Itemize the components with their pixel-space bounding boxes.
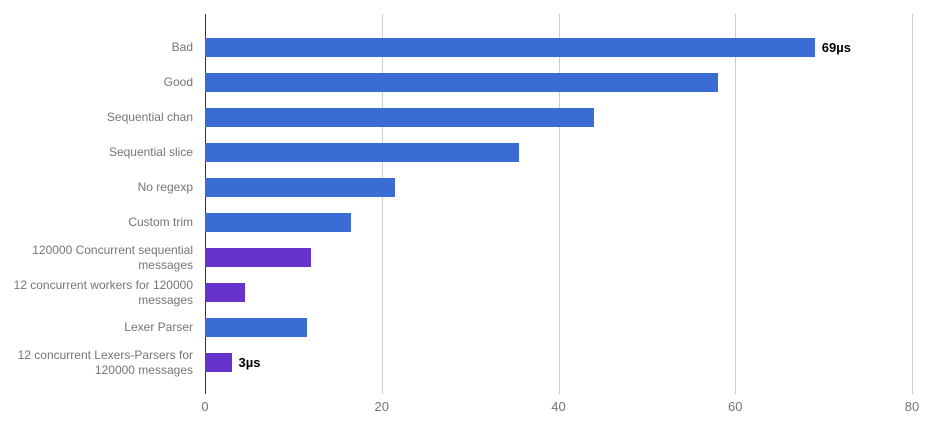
bar-sequential-slice [205, 143, 519, 162]
bar-row-lexer-parser [205, 310, 912, 345]
bar-lexer-parser [205, 318, 307, 337]
x-axis: 0 20 40 60 80 [201, 394, 919, 416]
gridline [912, 14, 913, 394]
gridline [381, 14, 383, 394]
bar-row-120000-concurrent-sequential-messages [205, 240, 912, 275]
value-annotation-bad: 69µs [821, 40, 851, 55]
bar-row-good [205, 65, 912, 100]
bar-120000-concurrent-sequential-messages [205, 248, 312, 267]
category-label-120000-concurrent-sequential-messages: 120000 Concurrent sequential messages [32, 242, 193, 272]
gridline [735, 14, 737, 394]
axis-baseline [205, 14, 206, 394]
bar-row-bad: 69µs [205, 30, 912, 65]
category-label-good: Good [163, 75, 193, 89]
category-label-sequential-slice: Sequential slice [108, 145, 193, 159]
bar-row-12-concurrent-lexers-parsers-for-120000-messages: 3µs [205, 345, 912, 380]
x-tick-label: 0 [201, 399, 209, 414]
bar-row-sequential-slice [205, 135, 912, 170]
bar-12-concurrent-lexers-parsers-for-120000-messages [205, 353, 232, 372]
category-label-12-concurrent-workers-for-120000-messages: 12 concurrent workers for 120000 message… [13, 277, 193, 307]
bar-sequential-chan [205, 108, 594, 127]
x-tick-label: 80 [904, 399, 920, 414]
category-label-bad: Bad [171, 40, 193, 54]
category-label-custom-trim: Custom trim [128, 215, 193, 229]
category-label-lexer-parser: Lexer Parser [124, 320, 193, 334]
bar-bad [205, 38, 815, 57]
value-annotation-12-concurrent-lexers-parsers-for-120000-messages: 3µs [238, 355, 261, 370]
category-labels: Bad Good Sequential chan Sequential slice No… [0, 14, 205, 394]
category-label-no-regexp: No regexp [137, 180, 193, 194]
bar-row-no-regexp [205, 170, 912, 205]
bar-custom-trim [205, 213, 351, 232]
bar-12-concurrent-workers-for-120000-messages [205, 283, 245, 302]
bar-row-custom-trim [205, 205, 912, 240]
x-tick-label: 20 [374, 399, 389, 414]
bar-good [205, 73, 718, 92]
bar-row-12-concurrent-workers-for-120000-messages [205, 275, 912, 310]
bar-row-sequential-chan [205, 100, 912, 135]
category-label-sequential-chan: Sequential chan [106, 110, 193, 124]
x-tick-label: 40 [551, 399, 566, 414]
plot-area: 69µs 3µs [205, 14, 913, 394]
chart-body: Bad Good Sequential chan Sequential slice No… [0, 14, 913, 394]
bar-no-regexp [205, 178, 395, 197]
category-label-12-concurrent-lexers-parsers-for-120000-messages: 12 concurrent Lexers-Parsers for 120000 … [17, 347, 193, 377]
gridline [558, 14, 560, 394]
x-tick-label: 60 [728, 399, 743, 414]
